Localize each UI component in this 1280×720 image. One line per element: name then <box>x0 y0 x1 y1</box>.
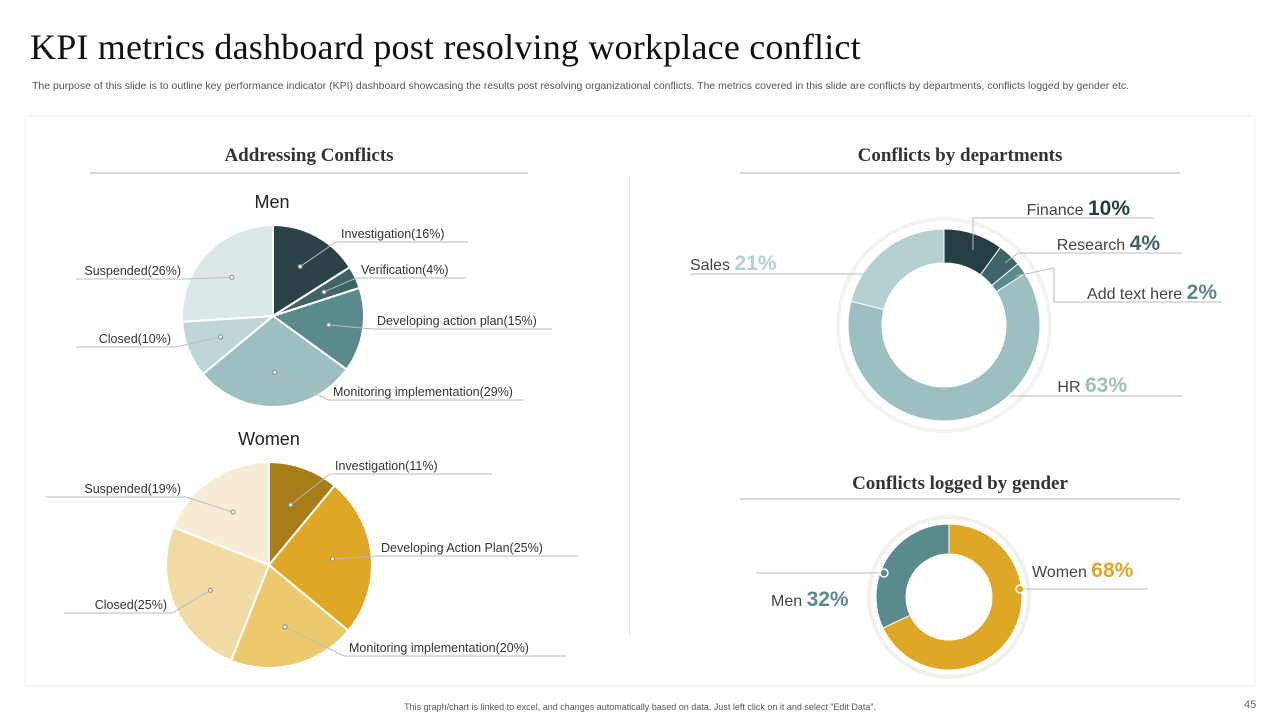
women-pie-label-suspended: Suspended(19%) <box>84 482 181 496</box>
dept-donut-leader-line <box>972 217 1154 250</box>
dept-donut-halo <box>836 217 1052 433</box>
women-pie-leader-dot <box>288 502 294 508</box>
dept-donut-label-research: Research 4% <box>1057 232 1161 255</box>
section-title-conflicts-by-gender: Conflicts logged by gender <box>852 473 1068 494</box>
panel-divider <box>629 175 630 635</box>
gender-donut-label-men: Men 32% <box>771 588 849 611</box>
women-pie-leader-line <box>332 555 578 560</box>
men-pie-leader-dot <box>272 369 278 375</box>
men-pie-label-closed: Closed(10%) <box>99 332 171 346</box>
dept-donut-slice-sales <box>850 228 945 311</box>
men-pie-label-monitoring-implementation: Monitoring implementation(29%) <box>333 385 513 399</box>
gender-donut-dot-men <box>879 568 889 578</box>
women-pie-slice-investigation <box>268 460 337 568</box>
women-pie-leader-line <box>46 496 234 513</box>
dept-value-text: 63% <box>1085 374 1127 397</box>
men-pie-leader-line <box>274 371 524 401</box>
men-pie-leader-dot <box>326 322 332 328</box>
dept-donut-label-add-text-here: Add text here 2% <box>1087 281 1217 304</box>
women-pie-label-investigation: Investigation(11%) <box>335 459 438 473</box>
women-pie-leader-line <box>290 473 492 506</box>
dept-donut-leader-line <box>1004 252 1182 264</box>
gender-donut-label-women: Women 68% <box>1032 559 1134 582</box>
men-pie-leader-dot <box>321 289 327 295</box>
men-pie-leader-line <box>323 277 466 293</box>
men-pie-leader-dot <box>229 274 235 280</box>
dept-label-text: HR <box>1057 379 1085 396</box>
women-pie-leader-line <box>284 626 566 657</box>
gender-donut-halo <box>867 515 1031 679</box>
dept-donut-leader-line <box>1015 267 1222 303</box>
men-pie-slice-developing-action-plan <box>270 286 365 371</box>
footer-note: This graph/chart is linked to excel, and… <box>404 702 876 712</box>
section-rule <box>740 172 1180 174</box>
men-pie-label-suspended: Suspended(26%) <box>84 264 181 278</box>
page-subtitle: The purpose of this slide is to outline … <box>32 80 1130 92</box>
gender-donut-slice-women <box>882 523 1023 671</box>
men-pie-title: Men <box>254 192 289 212</box>
women-pie-title: Women <box>238 429 300 449</box>
men-pie-slice-suspended <box>181 223 274 323</box>
gender-label-text: Women <box>1032 564 1091 581</box>
section-rule <box>740 498 1180 500</box>
dept-label-text: Add text here <box>1087 286 1187 303</box>
women-pie-slice-closed <box>165 525 271 663</box>
dept-value-text: 21% <box>734 252 776 275</box>
gender-donut-dot-women <box>1015 584 1025 594</box>
men-pie-leader-line <box>76 336 221 348</box>
dept-donut-label-sales: Sales 21% <box>690 252 777 275</box>
dept-donut-label-hr: HR 63% <box>1057 374 1127 397</box>
women-pie-leader-dot <box>207 587 213 593</box>
dept-value-text: 4% <box>1130 232 1161 255</box>
men-pie-label-investigation: Investigation(16%) <box>341 227 445 241</box>
gender-value-text: 68% <box>1091 559 1133 582</box>
dept-value-text: 2% <box>1187 281 1218 304</box>
dept-value-text: 10% <box>1088 197 1130 220</box>
women-pie-leader-dot <box>230 509 236 515</box>
men-pie-leader-line <box>299 241 468 267</box>
women-pie-label-developing-action-plan: Developing Action Plan(25%) <box>381 541 543 555</box>
men-pie-leader-line <box>328 324 552 330</box>
men-pie-label-verification: Verification(4%) <box>361 263 449 277</box>
section-title-conflicts-by-departments: Conflicts by departments <box>857 145 1063 166</box>
page-title: KPI metrics dashboard post resolving wor… <box>30 27 861 67</box>
women-pie-leader-dot <box>282 624 288 630</box>
gender-value-text: 32% <box>807 588 849 611</box>
dept-label-text: Research <box>1057 237 1130 254</box>
dept-label-text: Finance <box>1027 202 1088 219</box>
women-pie-leader-dot <box>330 556 336 562</box>
gender-donut-slice-men <box>875 523 950 629</box>
section-rule <box>90 172 528 174</box>
section-title-addressing-conflicts: Addressing Conflicts <box>224 145 394 166</box>
women-pie-leader-line <box>64 589 211 614</box>
men-pie-slice-monitoring-implementation <box>201 314 349 408</box>
dept-donut-label-finance: Finance 10% <box>1027 197 1131 220</box>
dept-donut-slice-hr <box>847 272 1041 422</box>
women-pie-slice-developing-action-plan <box>267 484 373 633</box>
men-pie-leader-dot <box>297 264 303 270</box>
men-pie-leader-line <box>76 276 232 280</box>
gender-label-text: Men <box>771 593 807 610</box>
women-pie-slice-monitoring-implementation <box>229 563 350 669</box>
men-pie-slice-investigation <box>272 223 352 318</box>
women-pie-slice-suspended <box>171 460 270 567</box>
page-number: 45 <box>1244 699 1257 711</box>
women-pie-label-monitoring-implementation: Monitoring implementation(20%) <box>349 641 529 655</box>
men-pie-leader-dot <box>218 334 224 340</box>
women-pie-label-closed: Closed(25%) <box>95 598 167 612</box>
dept-label-text: Sales <box>690 257 734 274</box>
men-pie-label-developing-action-plan: Developing action plan(15%) <box>377 314 537 328</box>
